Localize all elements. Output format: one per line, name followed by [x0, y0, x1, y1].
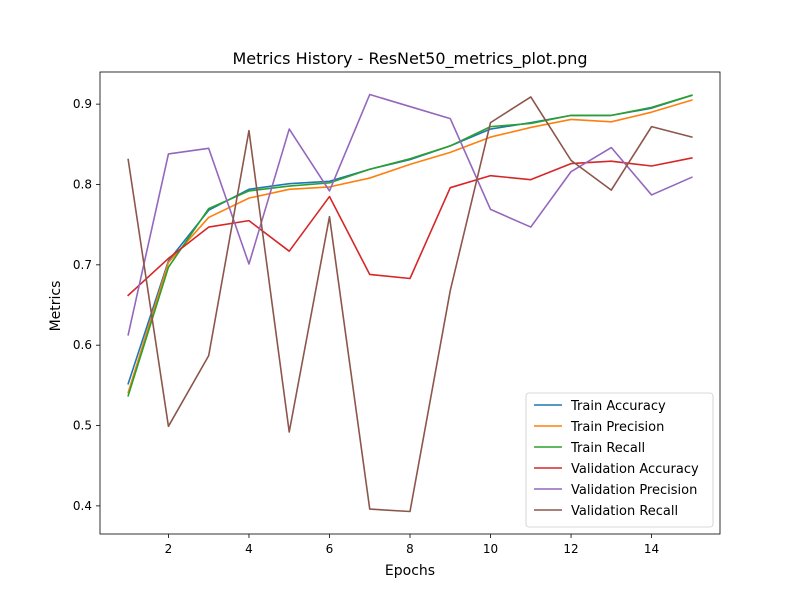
- y-tick-label: 0.6: [73, 338, 92, 352]
- legend-label: Train Accuracy: [570, 399, 666, 414]
- chart-title: Metrics History - ResNet50_metrics_plot.…: [232, 49, 587, 69]
- series-line-validation-recall: [127, 96, 693, 513]
- legend-box: [525, 392, 714, 528]
- y-tick-label: 0.5: [73, 419, 92, 433]
- x-axis-label: Epochs: [385, 563, 435, 579]
- x-tick-label: 8: [406, 542, 414, 556]
- y-tick-label: 0.4: [73, 499, 92, 513]
- plot-area: 2 4 6 8 10 12 14 0.4 0.5 0.6 0.7 0.8 0.9: [73, 71, 721, 556]
- series-line-train-precision: [127, 99, 693, 394]
- x-tick-label: 10: [483, 542, 498, 556]
- legend-label: Validation Accuracy: [571, 462, 699, 477]
- legend-label: Validation Recall: [571, 504, 678, 519]
- y-tick-label: 0.8: [73, 177, 92, 191]
- x-tick-label: 4: [245, 542, 253, 556]
- y-tick-label: 0.7: [73, 258, 92, 272]
- series-line-validation-accuracy: [127, 157, 693, 297]
- x-tick-label: 2: [165, 542, 173, 556]
- y-tick-label: 0.9: [73, 97, 92, 111]
- legend: Train Accuracy Train Precision Train Recal…: [525, 392, 714, 528]
- legend-label: Train Precision: [570, 420, 664, 435]
- y-axis-label: Metrics: [48, 281, 64, 332]
- x-tick-label: 6: [326, 542, 334, 556]
- legend-label: Train Recall: [570, 441, 645, 456]
- x-tick-label: 12: [563, 542, 578, 556]
- x-tick-label: 14: [644, 542, 659, 556]
- legend-label: Validation Precision: [571, 483, 697, 498]
- series-line-train-recall: [127, 94, 693, 397]
- series-line-validation-precision: [127, 93, 693, 336]
